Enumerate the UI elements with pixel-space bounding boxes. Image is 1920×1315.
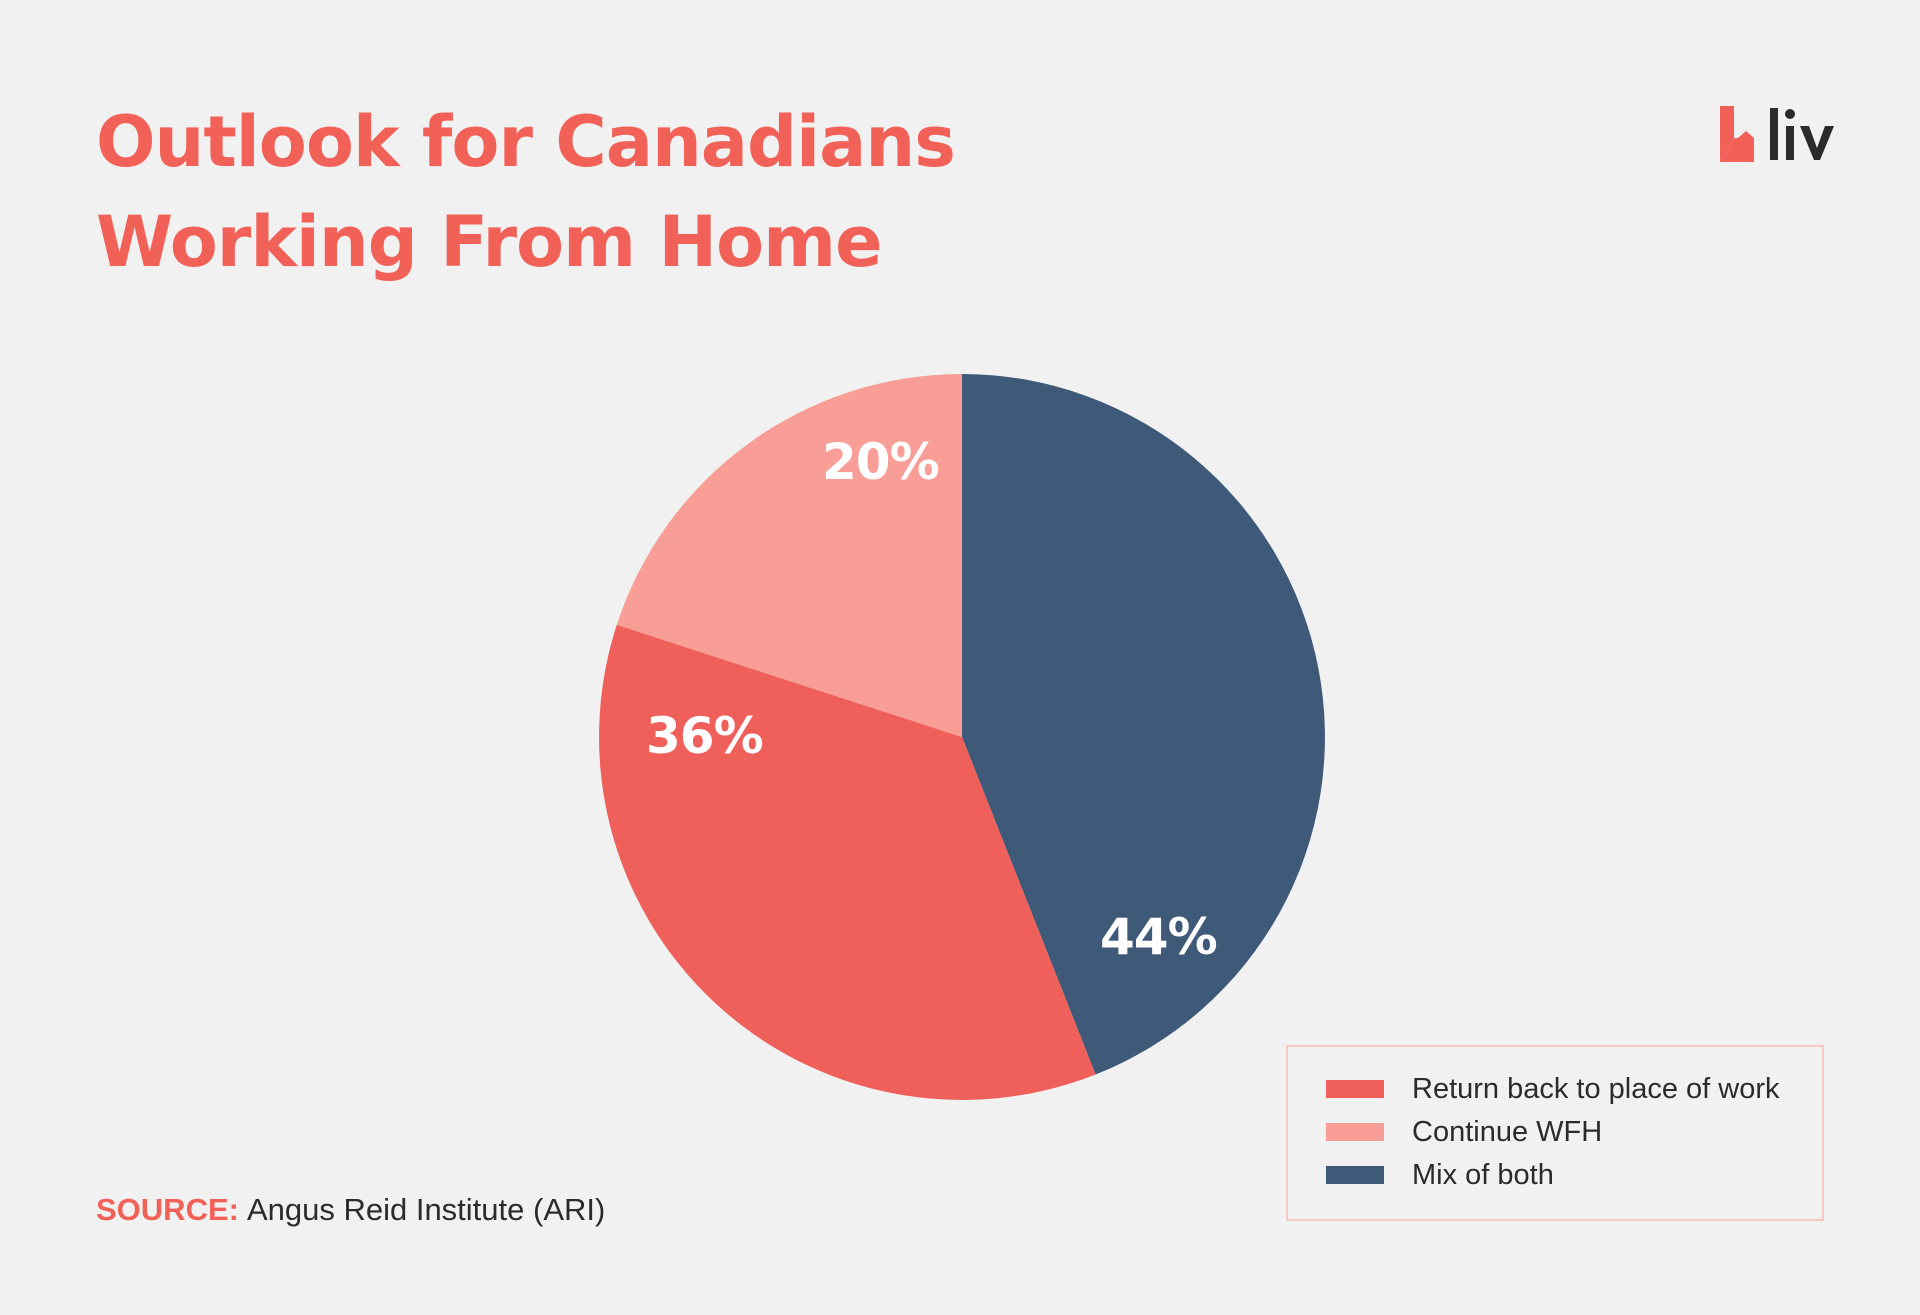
legend-label-mix: Mix of both xyxy=(1412,1158,1554,1191)
liv-logo xyxy=(1718,104,1838,164)
legend-item-return: Return back to place of work xyxy=(1326,1069,1780,1109)
chart-legend: Return back to place of work Continue WF… xyxy=(1286,1045,1824,1221)
pie-slice-return-to-work xyxy=(599,624,1096,1100)
legend-swatch-continue-wfh xyxy=(1326,1123,1384,1141)
slice-label-mix: 44% xyxy=(1100,908,1218,966)
source-text: Angus Reid Institute (ARI) xyxy=(246,1192,606,1227)
legend-swatch-mix xyxy=(1326,1166,1384,1184)
source-label: SOURCE: xyxy=(96,1192,239,1227)
legend-label-return: Return back to place of work xyxy=(1412,1072,1780,1105)
chart-title: Outlook for Canadians Working From Home xyxy=(96,92,956,292)
legend-item-mix: Mix of both xyxy=(1326,1155,1554,1195)
legend-swatch-return xyxy=(1326,1080,1384,1098)
legend-label-continue-wfh: Continue WFH xyxy=(1412,1115,1603,1148)
chart-title-line-1: Outlook for Canadians xyxy=(96,101,956,183)
source-note: SOURCE: Angus Reid Institute (ARI) xyxy=(96,1192,605,1228)
pie-slice-mix-of-both xyxy=(962,374,1325,1075)
slice-label-continue-wfh: 20% xyxy=(822,433,940,491)
pie-slice-continue-wfh xyxy=(616,374,962,737)
slice-label-return: 36% xyxy=(646,707,764,765)
house-l-icon xyxy=(1720,106,1834,162)
chart-title-line-2: Working From Home xyxy=(96,201,883,283)
legend-item-continue-wfh: Continue WFH xyxy=(1326,1112,1602,1152)
